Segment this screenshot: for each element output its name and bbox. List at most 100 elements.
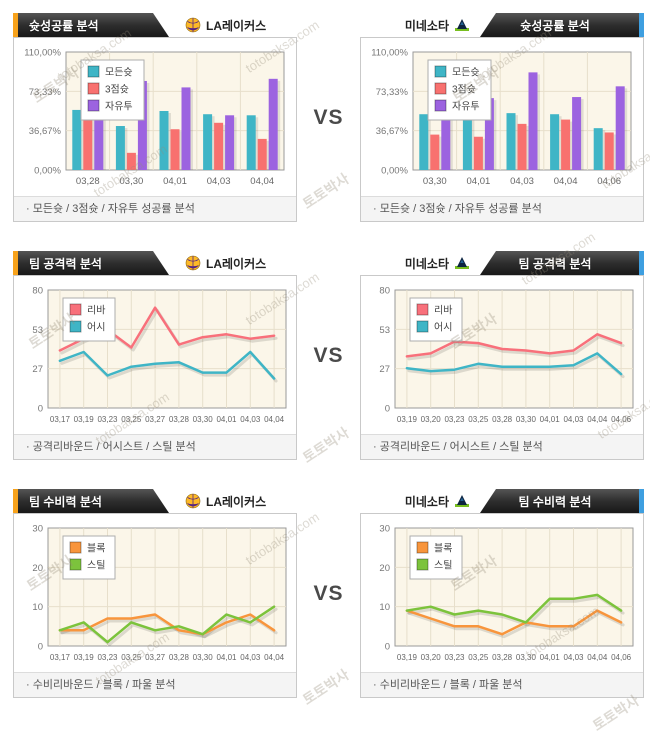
svg-text:03,28: 03,28: [169, 415, 190, 424]
team-label: 미네소타: [405, 251, 470, 275]
team-name: LA레이커스: [206, 256, 267, 271]
svg-text:3점슛: 3점슛: [452, 84, 476, 96]
svg-text:53: 53: [379, 325, 390, 336]
svg-text:03,25: 03,25: [468, 653, 489, 662]
tab-accent-blue: [639, 13, 644, 37]
minnesota-logo-icon: [455, 19, 469, 31]
chart-caption: · 공격리바운드 / 어시스트 / 스틸 분석: [361, 434, 643, 459]
svg-text:04,03: 04,03: [240, 415, 261, 424]
svg-text:모든슛: 모든슛: [105, 67, 133, 79]
svg-text:04,01: 04,01: [540, 653, 561, 662]
team-label: LA레이커스: [185, 489, 266, 513]
svg-text:0: 0: [385, 404, 390, 415]
svg-text:03,19: 03,19: [74, 653, 95, 662]
comparison-row-offense: 팀 공격력 분석 LA레이커스 80 53 27 0 03,17 03,19 03,23 03…: [13, 251, 644, 460]
panel-header: 슛성공률 분석 LA레이커스: [13, 13, 297, 37]
defense-line-chart-left: 30 20 10 0 03,17 03,19 03,23 03,25 03,27 03,28 03,…: [14, 514, 296, 672]
panel-box: 30 20 10 0 03,17 03,19 03,23 03,25 03,27 03,28 03,…: [13, 513, 297, 698]
svg-text:스틸: 스틸: [87, 559, 105, 572]
svg-text:04,03: 04,03: [510, 176, 534, 187]
lakers-logo-icon: [185, 493, 201, 509]
team-label: LA레이커스: [185, 13, 266, 37]
svg-text:03,30: 03,30: [423, 176, 447, 187]
vs-column: VS: [297, 251, 360, 460]
panel-right-defense: 미네소타 팀 수비력 분석 30 20 10 0 03,19 03,20 03,23 03,2…: [360, 489, 644, 698]
comparison-row-shooting: 슛성공률 분석 LA레이커스 110,00% 73,33% 36,67% 0,00% 0…: [13, 13, 644, 222]
svg-text:110,00%: 110,00%: [24, 48, 61, 59]
offense-line-chart-left: 80 53 27 0 03,17 03,19 03,23 03,25 03,27 03,28 03,…: [14, 276, 296, 434]
team-name: 미네소타: [404, 494, 449, 509]
svg-text:03,30: 03,30: [516, 653, 537, 662]
svg-text:04,01: 04,01: [216, 415, 237, 424]
panel-right-offense: 미네소타 팀 공격력 분석 80 53 27 0 03,19 03,20 03,23 03,2…: [360, 251, 644, 460]
section-title: 팀 수비력 분석: [518, 494, 592, 509]
svg-text:73,33%: 73,33%: [29, 87, 62, 98]
panel-right-shooting: 미네소타 슛성공률 분석 110,00% 73,33% 36,67% 0,00% 03,…: [360, 13, 644, 222]
svg-text:03,19: 03,19: [397, 653, 418, 662]
svg-text:자유투: 자유투: [452, 101, 480, 113]
section-title: 슛성공률 분석: [29, 18, 99, 33]
svg-text:03,19: 03,19: [397, 415, 418, 424]
section-title: 팀 수비력 분석: [29, 494, 102, 509]
panel-header: 팀 공격력 분석 LA레이커스: [13, 251, 297, 275]
svg-text:03,27: 03,27: [145, 415, 166, 424]
svg-text:03,28: 03,28: [169, 653, 190, 662]
svg-text:03,25: 03,25: [121, 653, 142, 662]
chart-caption: · 모든슛 / 3점슛 / 자유투 성공률 분석: [361, 196, 643, 221]
svg-text:03,28: 03,28: [492, 415, 513, 424]
svg-text:블록: 블록: [434, 543, 452, 555]
panel-box: 110,00% 73,33% 36,67% 0,00% 03,28 03,30 04,01 0…: [13, 37, 297, 222]
svg-text:03,30: 03,30: [120, 176, 144, 187]
tab-accent-orange: [13, 13, 18, 37]
svg-text:리바: 리바: [87, 305, 105, 317]
svg-text:04,04: 04,04: [264, 653, 285, 662]
svg-text:53: 53: [32, 325, 43, 336]
svg-text:36,67%: 36,67%: [376, 126, 409, 137]
svg-text:03,23: 03,23: [444, 415, 465, 424]
svg-text:10: 10: [32, 602, 43, 613]
svg-text:03,30: 03,30: [193, 653, 214, 662]
svg-text:80: 80: [379, 286, 390, 297]
svg-text:03,17: 03,17: [50, 653, 71, 662]
tab-accent-blue: [639, 489, 644, 513]
lakers-logo-icon: [185, 255, 201, 271]
svg-text:0: 0: [385, 642, 390, 653]
svg-text:04,03: 04,03: [563, 653, 584, 662]
svg-text:03,23: 03,23: [97, 415, 118, 424]
svg-text:0,00%: 0,00%: [34, 166, 61, 177]
svg-text:04,04: 04,04: [587, 653, 608, 662]
panel-left-shooting: 슛성공률 분석 LA레이커스 110,00% 73,33% 36,67% 0,00% 0…: [13, 13, 297, 222]
panel-box: 110,00% 73,33% 36,67% 0,00% 03,30 04,01 04,03 0…: [360, 37, 644, 222]
svg-text:04,01: 04,01: [467, 176, 491, 187]
svg-text:어시: 어시: [434, 322, 452, 334]
panel-left-defense: 팀 수비력 분석 LA레이커스 30 20 10 0 03,17 03,19 03,23 03…: [13, 489, 297, 698]
panel-header: 미네소타 슛성공률 분석: [360, 13, 644, 37]
svg-text:어시: 어시: [87, 322, 105, 334]
team-label: LA레이커스: [185, 251, 266, 275]
section-title: 팀 공격력 분석: [518, 256, 592, 271]
panel-box: 80 53 27 0 03,19 03,20 03,23 03,25 03,28 03,30 04,…: [360, 275, 644, 460]
chart-caption: · 공격리바운드 / 어시스트 / 스틸 분석: [14, 434, 296, 459]
team-name: LA레이커스: [206, 18, 267, 33]
defense-line-chart-right: 30 20 10 0 03,19 03,20 03,23 03,25 03,28 03,30 04,…: [361, 514, 643, 672]
svg-text:03,25: 03,25: [468, 415, 489, 424]
svg-text:모든슛: 모든슛: [452, 67, 480, 79]
svg-text:20: 20: [379, 563, 390, 574]
section-tab: 슛성공률 분석: [13, 13, 169, 37]
comparison-row-defense: 팀 수비력 분석 LA레이커스 30 20 10 0 03,17 03,19 03,23 03…: [13, 489, 644, 698]
section-tab: 팀 공격력 분석: [480, 251, 644, 275]
svg-text:04,04: 04,04: [250, 176, 274, 187]
svg-text:04,04: 04,04: [554, 176, 578, 187]
svg-text:0: 0: [38, 642, 43, 653]
svg-text:스틸: 스틸: [434, 559, 452, 572]
svg-text:73,33%: 73,33%: [376, 87, 409, 98]
offense-line-chart-right: 80 53 27 0 03,19 03,20 03,23 03,25 03,28 03,30 04,…: [361, 276, 643, 434]
tab-accent-orange: [13, 489, 18, 513]
panel-left-offense: 팀 공격력 분석 LA레이커스 80 53 27 0 03,17 03,19 03,23 03…: [13, 251, 297, 460]
svg-text:04,03: 04,03: [563, 415, 584, 424]
svg-text:04,03: 04,03: [207, 176, 231, 187]
svg-text:03,23: 03,23: [97, 653, 118, 662]
svg-text:03,30: 03,30: [516, 415, 537, 424]
section-title: 팀 공격력 분석: [29, 256, 102, 271]
tab-accent-blue: [639, 251, 644, 275]
